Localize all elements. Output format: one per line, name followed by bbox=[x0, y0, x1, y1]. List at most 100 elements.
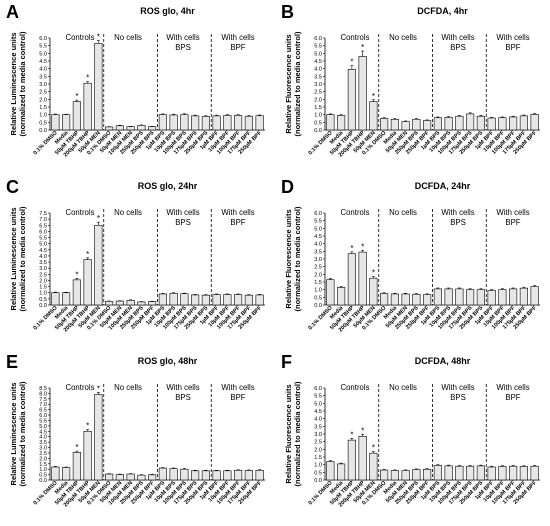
y-tick-label: 6.0 bbox=[39, 413, 47, 419]
y-axis-label: Relative Luminescence units (normalized t… bbox=[9, 206, 27, 312]
group-label: BPS bbox=[175, 43, 191, 52]
bar bbox=[115, 474, 124, 481]
bar bbox=[83, 259, 92, 306]
bar bbox=[137, 125, 146, 131]
y-tick-label: 4.5 bbox=[314, 59, 322, 65]
y-tick-label: 5.5 bbox=[39, 236, 47, 242]
y-tick-label: 2.0 bbox=[39, 456, 47, 462]
y-tick-label: 0.0 bbox=[39, 478, 47, 484]
y-tick-label: 3.0 bbox=[39, 82, 47, 88]
y-tick-label: 5.5 bbox=[314, 44, 322, 50]
group-label: With cells bbox=[166, 33, 199, 42]
group-label: No cells bbox=[389, 33, 417, 42]
y-tick-label: 2.0 bbox=[314, 272, 322, 278]
bar bbox=[519, 287, 528, 306]
y-tick-label: 0.0 bbox=[39, 303, 47, 309]
y-tick-label: 3.5 bbox=[39, 74, 47, 80]
bar bbox=[94, 394, 103, 481]
bar bbox=[530, 286, 539, 306]
significance-star: * bbox=[97, 214, 100, 223]
bar bbox=[105, 301, 114, 306]
y-tick-label: 4.0 bbox=[39, 254, 47, 260]
y-axis-label-line: Relative Luminescence units bbox=[9, 383, 18, 486]
group-label: With cells bbox=[166, 208, 199, 217]
bar bbox=[487, 117, 496, 131]
bar bbox=[94, 43, 103, 131]
y-tick-label: 4.0 bbox=[314, 417, 322, 423]
y-tick-label: 5.0 bbox=[314, 226, 322, 232]
bar bbox=[380, 293, 389, 306]
bar bbox=[83, 430, 92, 481]
y-tick-label: 6.5 bbox=[39, 408, 47, 414]
y-tick-label: 0.5 bbox=[39, 120, 47, 126]
bar bbox=[255, 115, 264, 131]
chart-title: DCFDA, 48hr bbox=[415, 356, 471, 366]
bar bbox=[358, 436, 367, 481]
bar bbox=[347, 69, 356, 131]
group-label: No cells bbox=[114, 208, 142, 217]
bar bbox=[476, 465, 485, 481]
bar bbox=[212, 115, 221, 131]
bar bbox=[412, 118, 421, 131]
y-axis-label: Relative Fluorescence units (normalized t… bbox=[284, 31, 302, 137]
y-tick-label: 7.0 bbox=[39, 402, 47, 408]
y-tick-label: 8.5 bbox=[39, 386, 47, 392]
y-tick-label: 7.5 bbox=[39, 397, 47, 403]
group-label: Controls bbox=[340, 208, 369, 217]
bar bbox=[126, 300, 135, 306]
bar bbox=[234, 115, 243, 131]
bar bbox=[466, 289, 475, 306]
bar bbox=[444, 288, 453, 306]
y-tick-label: 5.5 bbox=[39, 44, 47, 50]
bar bbox=[255, 294, 264, 306]
group-label: With cells bbox=[441, 33, 474, 42]
bar bbox=[455, 288, 464, 306]
group-label: No cells bbox=[114, 33, 142, 42]
bar bbox=[412, 293, 421, 306]
y-tick-label: 0.5 bbox=[39, 297, 47, 303]
y-tick-label: 0.5 bbox=[314, 470, 322, 476]
group-label: BPS bbox=[450, 43, 466, 52]
bar bbox=[433, 117, 442, 131]
chart-title: ROS glo, 48hr bbox=[138, 356, 198, 366]
bar bbox=[180, 293, 189, 306]
bar bbox=[423, 468, 432, 481]
y-tick-label: 5.0 bbox=[314, 401, 322, 407]
y-tick-label: 7.0 bbox=[39, 217, 47, 223]
group-label: No cells bbox=[389, 208, 417, 217]
bar bbox=[369, 452, 378, 481]
panel-letter: D bbox=[281, 177, 294, 197]
y-tick-label: 5.0 bbox=[39, 51, 47, 57]
panel-letter: F bbox=[281, 352, 292, 372]
y-tick-label: 2.5 bbox=[314, 440, 322, 446]
y-tick-label: 0.5 bbox=[314, 120, 322, 126]
bar bbox=[62, 467, 71, 481]
bar bbox=[72, 452, 81, 481]
bar bbox=[369, 101, 378, 131]
y-tick-label: 0.0 bbox=[314, 128, 322, 134]
significance-star: * bbox=[86, 74, 89, 83]
y-axis-label: Relative Fluorescence units (normalized t… bbox=[284, 381, 302, 487]
y-tick-label: 6.0 bbox=[39, 229, 47, 235]
y-tick-label: 7.5 bbox=[39, 211, 47, 217]
bar bbox=[476, 289, 485, 306]
y-axis-label-line: (normalized to media control) bbox=[18, 381, 27, 487]
group-label: Controls bbox=[65, 33, 94, 42]
group-label: With cells bbox=[441, 383, 474, 392]
y-tick-label: 6.5 bbox=[39, 223, 47, 229]
chart-panel-b: B DCFDA, 4hr Relative Fluorescence units (n… bbox=[281, 2, 540, 158]
y-tick-label: 2.5 bbox=[314, 90, 322, 96]
bar bbox=[401, 121, 410, 131]
y-axis-label-line: Relative Luminescence units bbox=[9, 33, 18, 136]
bar bbox=[83, 82, 92, 131]
bar bbox=[62, 292, 71, 306]
group-label: Controls bbox=[65, 383, 94, 392]
y-tick-label: 2.0 bbox=[314, 97, 322, 103]
group-label: BPS bbox=[450, 218, 466, 227]
y-tick-label: 1.5 bbox=[314, 105, 322, 111]
y-axis-label: Relative Luminescence units (normalized t… bbox=[9, 31, 27, 137]
bar bbox=[412, 469, 421, 481]
bar bbox=[390, 118, 399, 131]
y-tick-label: 6.0 bbox=[314, 36, 322, 42]
y-tick-label: 6.0 bbox=[314, 211, 322, 217]
